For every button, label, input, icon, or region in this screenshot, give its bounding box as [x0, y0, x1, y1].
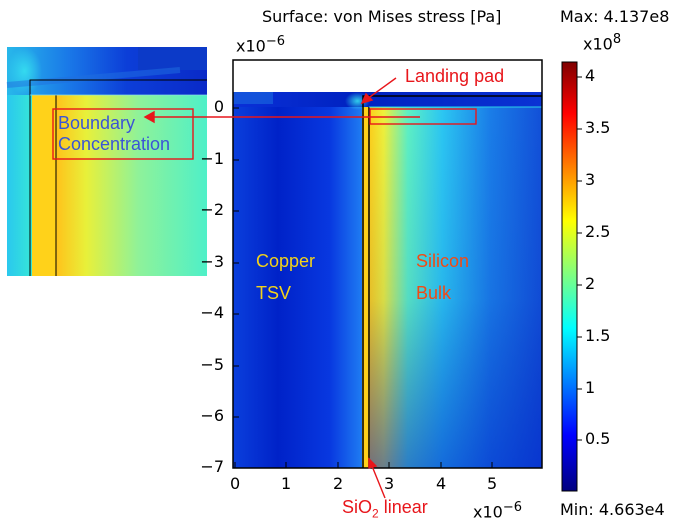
y-tick-label: −4: [200, 303, 224, 322]
y-axis-ticks: [233, 107, 239, 469]
plot-title: Surface: von Mises stress [Pa]: [262, 7, 502, 26]
colorbar-tick-label: 0.5: [585, 429, 611, 448]
annotation-arrows: [143, 77, 420, 499]
silicon-bulk-label: Silicon Bulk: [416, 251, 470, 303]
colorbar-tick-label: 1.5: [585, 326, 611, 345]
x-tick-label: 3: [384, 474, 395, 493]
boundary-highlight-box: [52, 108, 194, 160]
colorbar-tick-label: 1: [585, 378, 596, 397]
y-tick-label: 0: [213, 97, 224, 116]
x-axis-multiplier: x10−6: [473, 500, 522, 522]
x-tick-label: 1: [281, 474, 292, 493]
boundary-concentration-label: Boundary Concentration: [58, 113, 171, 154]
colorbar-tick-label: 3.5: [585, 118, 611, 137]
x-tick-label: 0: [230, 474, 241, 493]
inset-zoom-image: [6, 47, 207, 276]
plot-frame: [232, 59, 543, 469]
y-tick-label: −1: [200, 149, 224, 168]
y-tick-label: −3: [200, 252, 224, 271]
colorbar-tick-label: 3: [585, 170, 596, 189]
colorbar-ticks: [577, 76, 582, 441]
x-tick-label: 2: [333, 474, 344, 493]
x-tick-label: 5: [487, 474, 498, 493]
copper-tsv-label: Copper TSV: [256, 251, 316, 303]
max-value-label: Max: 4.137e8: [560, 7, 670, 26]
colorbar: [561, 61, 578, 492]
y-tick-label: −5: [200, 355, 224, 374]
landing-pad-label: Landing pad: [405, 66, 505, 86]
y-tick-label: −6: [200, 406, 224, 425]
colorbar-tick-label: 4: [585, 66, 596, 85]
y-tick-label: −2: [200, 200, 224, 219]
min-value-label: Min: 4.663e4: [560, 500, 665, 519]
y-axis-multiplier: x10−6: [236, 34, 285, 56]
colorbar-tick-label: 2.5: [585, 222, 611, 241]
sio2-liner-label: SiO2 linear: [342, 497, 428, 521]
colorbar-tick-label: 2: [585, 274, 596, 293]
y-tick-label: −7: [200, 457, 224, 476]
colorbar-multiplier: x108: [583, 32, 622, 54]
stress-field: [233, 92, 542, 468]
x-axis-ticks: [234, 462, 493, 468]
x-tick-label: 4: [436, 474, 447, 493]
